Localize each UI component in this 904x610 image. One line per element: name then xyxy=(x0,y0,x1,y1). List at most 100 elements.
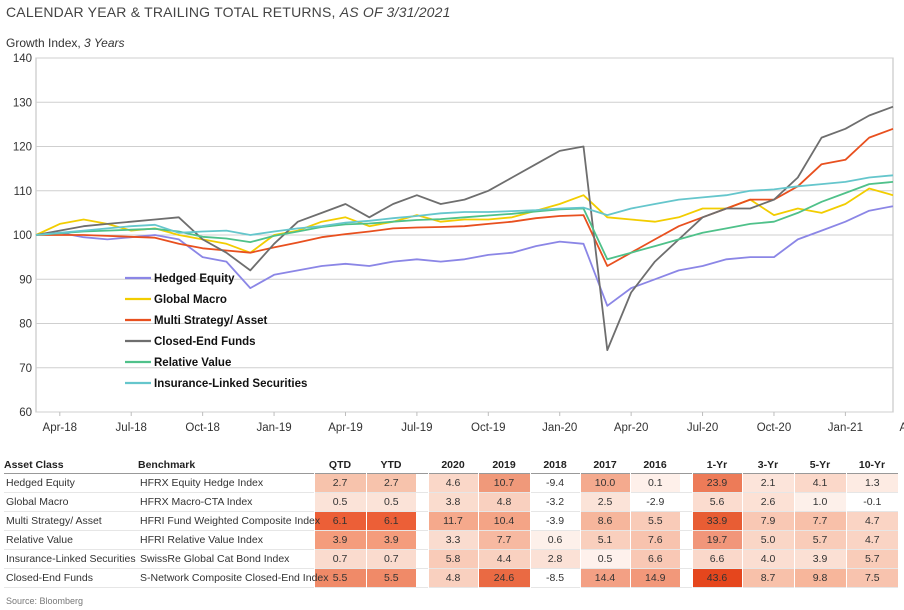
return-cell: 2.5 xyxy=(579,492,630,512)
return-cell: 8.6 xyxy=(579,511,630,531)
title-main: CALENDAR YEAR & TRAILING TOTAL RETURNS, xyxy=(6,4,340,20)
return-cell: 2.7 xyxy=(313,473,366,493)
return-cell: 3.8 xyxy=(427,492,478,512)
return-cell: -9.4 xyxy=(529,473,580,493)
asset-class-cell: Multi Strategy/ Asset xyxy=(6,515,102,527)
column-header: 2019 xyxy=(492,458,516,471)
return-cell: 6.6 xyxy=(691,549,742,569)
return-cell: 4.7 xyxy=(845,530,898,550)
column-gap xyxy=(416,568,428,588)
series-line xyxy=(36,127,894,267)
return-cell: 6.6 xyxy=(629,549,680,569)
asset-class-cell: Closed-End Funds xyxy=(6,572,93,584)
return-cell: 5.5 xyxy=(629,511,680,531)
return-cell: 4.1 xyxy=(793,473,846,493)
return-cell: 5.0 xyxy=(741,530,794,550)
table-row: Multi Strategy/ Asset HFRI Fund Weighted … xyxy=(4,511,898,531)
return-cell: 4.6 xyxy=(427,473,478,493)
table-row: Global Macro HFRX Macro-CTA Index 0.5 0.5 3.… xyxy=(4,492,898,512)
legend-label: Global Macro xyxy=(154,294,227,306)
benchmark-cell: HFRX Equity Hedge Index xyxy=(140,477,264,489)
column-header: Benchmark xyxy=(138,458,196,471)
return-cell: 19.7 xyxy=(691,530,742,550)
return-cell: 5.5 xyxy=(313,568,366,588)
return-cell: -8.5 xyxy=(529,568,580,588)
column-gap xyxy=(680,568,692,588)
return-cell: 4.7 xyxy=(845,511,898,531)
title-date: AS OF 3/31/2021 xyxy=(339,4,451,20)
growth-index-chart: 60 70 80 90 100 110 120 130 140 Apr-18 Jul-18 Oct-1… xyxy=(13,53,904,434)
return-cell: 14.9 xyxy=(629,568,680,588)
return-cell: 2.6 xyxy=(741,492,794,512)
return-cell: 11.7 xyxy=(427,511,478,531)
asset-class-cell: Insurance-Linked Securities xyxy=(6,553,136,565)
return-cell: 5.6 xyxy=(691,492,742,512)
x-tick-label: Apr-18 xyxy=(43,422,78,434)
return-cell: 2.1 xyxy=(741,473,794,493)
legend-label: Closed-End Funds xyxy=(154,336,256,348)
benchmark-cell: HFRX Macro-CTA Index xyxy=(140,496,253,508)
return-cell: -3.9 xyxy=(529,511,580,531)
x-tick-label: Jan-20 xyxy=(542,422,577,434)
return-cell: 7.7 xyxy=(793,511,846,531)
return-cell: 5.7 xyxy=(845,549,898,569)
return-cell: 10.4 xyxy=(477,511,530,531)
series-line xyxy=(35,181,894,261)
x-tick-label: Apr-20 xyxy=(614,422,649,434)
asset-class-cell: Hedged Equity xyxy=(6,477,75,489)
return-cell: 0.1 xyxy=(629,473,680,493)
column-header: 1-Yr xyxy=(706,458,728,471)
return-cell: 7.7 xyxy=(477,530,530,550)
benchmark-cell: SwissRe Global Cat Bond Index xyxy=(140,553,290,565)
table-header-row: Asset Class Benchmark QTD YTD 2020 2019 2018 20… xyxy=(4,456,898,474)
return-cell: 5.5 xyxy=(365,568,416,588)
column-header: YTD xyxy=(380,458,402,471)
column-header: 5-Yr xyxy=(809,458,831,471)
return-cell: 1.3 xyxy=(845,473,898,493)
table-row: Insurance-Linked Securities SwissRe Globa… xyxy=(4,549,898,569)
x-tick-label: Apr-21 xyxy=(900,422,904,434)
column-gap xyxy=(416,492,428,512)
return-cell: 5.7 xyxy=(793,530,846,550)
return-cell: 8.7 xyxy=(741,568,794,588)
column-header: Asset Class xyxy=(4,458,64,471)
x-tick-label: Oct-20 xyxy=(757,422,792,434)
return-cell: 24.6 xyxy=(477,568,530,588)
return-cell: 0.5 xyxy=(365,492,416,512)
return-cell: 5.8 xyxy=(427,549,478,569)
subtitle-period: 3 Years xyxy=(84,36,125,50)
return-cell: -3.2 xyxy=(529,492,580,512)
returns-table: Asset Class Benchmark QTD YTD 2020 2019 2018 20… xyxy=(4,456,898,588)
y-tick-label: 80 xyxy=(19,319,32,331)
x-tick-label: Oct-18 xyxy=(185,422,220,434)
return-cell: 7.5 xyxy=(845,568,898,588)
return-cell: 4.8 xyxy=(427,568,478,588)
x-tick-label: Jan-21 xyxy=(828,422,863,434)
return-cell: -0.1 xyxy=(845,492,898,512)
return-cell: 4.8 xyxy=(477,492,530,512)
benchmark-cell: HFRI Relative Value Index xyxy=(140,534,263,546)
return-cell: 14.4 xyxy=(579,568,630,588)
y-tick-label: 140 xyxy=(13,53,32,65)
return-cell: 2.7 xyxy=(365,473,416,493)
column-gap xyxy=(416,530,428,550)
column-gap xyxy=(416,511,428,531)
return-cell: 0.7 xyxy=(313,549,366,569)
chart-subtitle: Growth Index, 3 Years xyxy=(6,36,125,50)
x-tick-label: Oct-19 xyxy=(471,422,506,434)
y-tick-label: 110 xyxy=(14,186,32,198)
return-cell: 43.6 xyxy=(691,568,742,588)
x-tick-label: Jan-19 xyxy=(256,422,291,434)
header-spacer xyxy=(680,456,692,474)
y-tick-label: 60 xyxy=(19,407,32,419)
return-cell: 33.9 xyxy=(691,511,742,531)
return-cell: 3.9 xyxy=(365,530,416,550)
asset-class-cell: Relative Value xyxy=(6,534,73,546)
y-tick-label: 120 xyxy=(13,142,32,154)
return-cell: 10.7 xyxy=(477,473,530,493)
x-tick-label: Jul-20 xyxy=(687,422,718,434)
y-tick-label: 100 xyxy=(13,230,32,242)
return-cell: 6.1 xyxy=(365,511,416,531)
column-header: 10-Yr xyxy=(858,458,886,471)
column-gap xyxy=(680,549,692,569)
